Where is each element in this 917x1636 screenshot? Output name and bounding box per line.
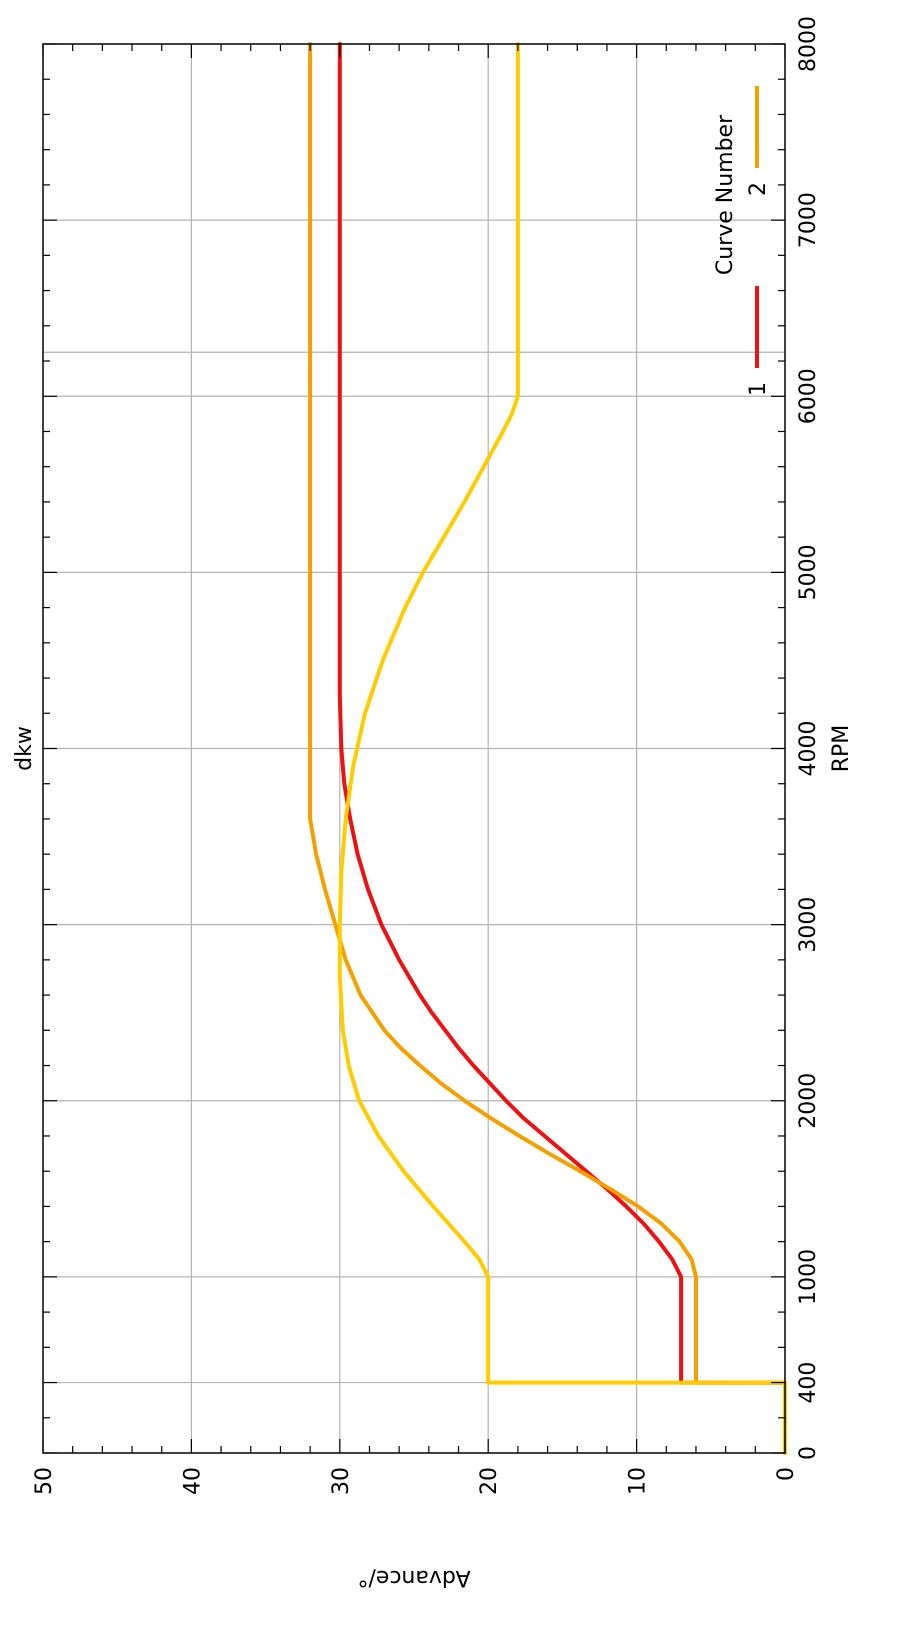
x-tick-label: 6000 <box>796 368 821 424</box>
y-axis-label: Advance/° <box>357 1565 470 1590</box>
x-axis-label: RPM <box>829 725 854 773</box>
series-line-2 <box>308 42 787 1455</box>
x-tick-label: 1000 <box>796 1249 821 1305</box>
x-tick-label: 0 <box>796 1446 821 1460</box>
y-tick-label: 50 <box>32 1467 57 1495</box>
series-line-1 <box>337 42 787 1455</box>
y-tick-label: 0 <box>774 1467 799 1481</box>
legend-label-1: 1 <box>746 382 771 396</box>
x-tick-label: 5000 <box>796 544 821 600</box>
x-tick-label: 400 <box>796 1362 821 1404</box>
series-layer <box>308 42 787 1455</box>
x-tick-label: 2000 <box>796 1073 821 1129</box>
grid <box>43 44 785 1453</box>
chart-title: dkw <box>12 726 37 771</box>
y-tick-label: 40 <box>180 1467 205 1495</box>
y-tick-label: 20 <box>477 1467 502 1495</box>
x-tick-label: 3000 <box>796 897 821 953</box>
ticks <box>42 43 786 1454</box>
legend-title: Curve Number <box>713 114 738 275</box>
legend-label-2: 2 <box>746 182 771 196</box>
y-tick-label: 10 <box>626 1467 651 1495</box>
chart-rotated-group: 0 400 1000 2000 3000 4000 5000 6000 7000 8000 0 10 2… <box>12 16 854 1590</box>
x-tick-label: 8000 <box>796 16 821 72</box>
tick-labels: 0 400 1000 2000 3000 4000 5000 6000 7000 8000 0 10 2… <box>32 16 821 1495</box>
legend: Curve Number 123 <box>713 86 771 396</box>
x-tick-label: 4000 <box>796 721 821 777</box>
y-tick-label: 30 <box>329 1467 354 1495</box>
x-tick-label: 7000 <box>796 192 821 248</box>
series-line-3 <box>337 42 787 1455</box>
legend-items: 123 <box>746 86 771 396</box>
